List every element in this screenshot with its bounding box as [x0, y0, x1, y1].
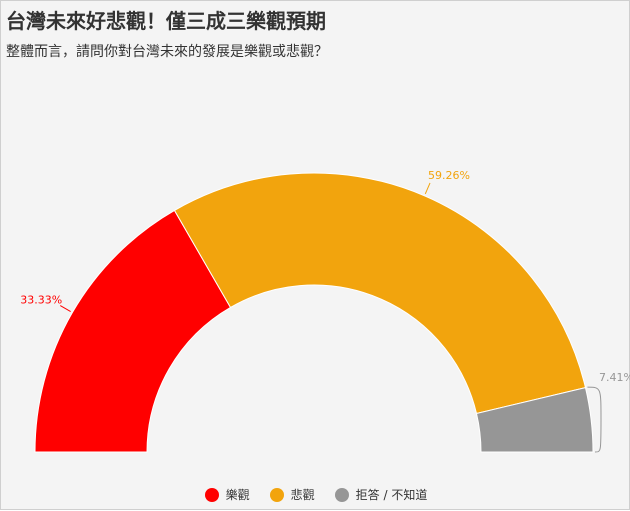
data-label-optimistic: 33.33% — [20, 294, 62, 307]
connector-pessimistic — [424, 182, 431, 195]
legend-item-pessimistic[interactable]: 悲觀 — [269, 486, 315, 503]
data-label-refuse: 7.41% — [599, 371, 630, 384]
legend-label-optimistic: 樂觀 — [225, 488, 250, 502]
slice-refuse[interactable] — [475, 387, 594, 453]
legend-item-optimistic[interactable]: 樂觀 — [204, 486, 250, 503]
legend-label-refuse: 拒答 / 不知道 — [355, 488, 428, 502]
legend-dot-optimistic — [204, 487, 219, 502]
legend-dot-refuse — [334, 487, 349, 502]
connector-refuse — [587, 386, 602, 453]
chart-title: 台灣未來好悲觀！僅三成三樂觀預期 — [6, 9, 326, 33]
legend-label-pessimistic: 悲觀 — [290, 488, 315, 502]
legend-item-refuse[interactable]: 拒答 / 不知道 — [334, 486, 428, 503]
slice-pessimistic[interactable] — [173, 172, 587, 415]
chart-subtitle: 整體而言，請問你對台灣未來的發展是樂觀或悲觀？ — [6, 44, 328, 60]
data-label-pessimistic: 59.26% — [428, 169, 470, 182]
legend: 樂觀 悲觀 拒答 / 不知道 — [1, 486, 630, 503]
legend-dot-pessimistic — [269, 487, 284, 502]
connector-optimistic — [59, 305, 71, 312]
